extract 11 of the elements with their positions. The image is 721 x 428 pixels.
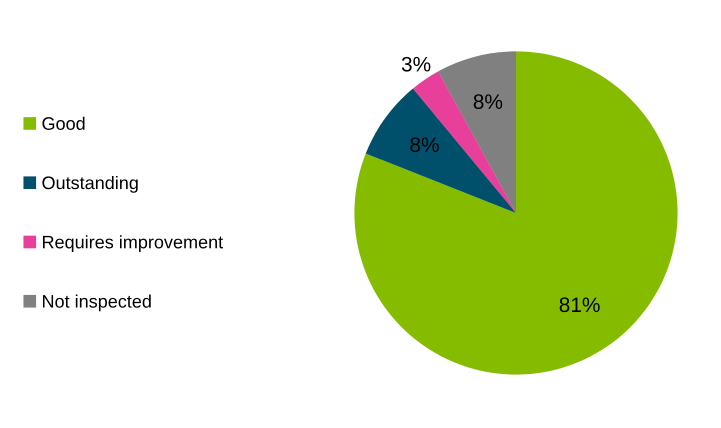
pie-slice <box>438 51 516 213</box>
pie-slice <box>354 51 678 375</box>
data-label: 81% <box>560 297 600 312</box>
legend-label: Requires improvement <box>42 235 224 252</box>
data-label: 8% <box>410 137 439 152</box>
legend-label: Good <box>42 116 85 130</box>
legend-label: Outstanding <box>42 176 138 193</box>
legend-label: Not inspected <box>42 294 151 312</box>
data-label: 8% <box>474 94 502 110</box>
pie-slice <box>366 88 516 213</box>
data-label: 3% <box>402 56 430 72</box>
